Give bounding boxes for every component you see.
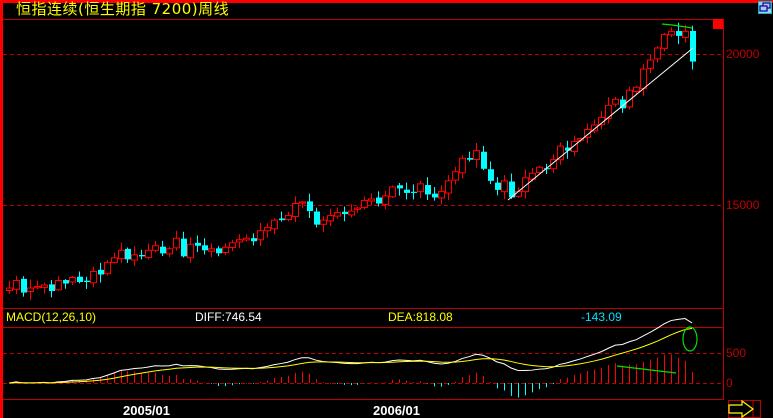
macd-dea-value: DEA:818.08 — [388, 310, 453, 324]
price-axis-label-20000: 20000 — [726, 47, 760, 61]
restore-window-button[interactable] — [758, 1, 772, 14]
macd-axis-label-0: 0 — [726, 376, 733, 390]
price-axis-label-15000: 15000 — [726, 198, 760, 212]
macd-axis-label-500: 500 — [726, 346, 747, 360]
chart-title: 恒指连续(恒生期指 7200)周线 — [16, 0, 230, 18]
macd-diff-value: DIFF:746.54 — [195, 310, 262, 324]
scroll-right-button[interactable] — [728, 400, 761, 418]
macd-indicator-name[interactable]: MACD(12,26,10) — [6, 310, 97, 324]
time-axis-label-2006-01: 2006/01 — [373, 403, 420, 418]
macd-histogram-value: -143.09 — [581, 310, 622, 324]
restore-window-icon — [759, 2, 771, 12]
time-axis-label-2005-01: 2005/01 — [123, 403, 170, 418]
arrow-right-icon — [728, 400, 761, 418]
